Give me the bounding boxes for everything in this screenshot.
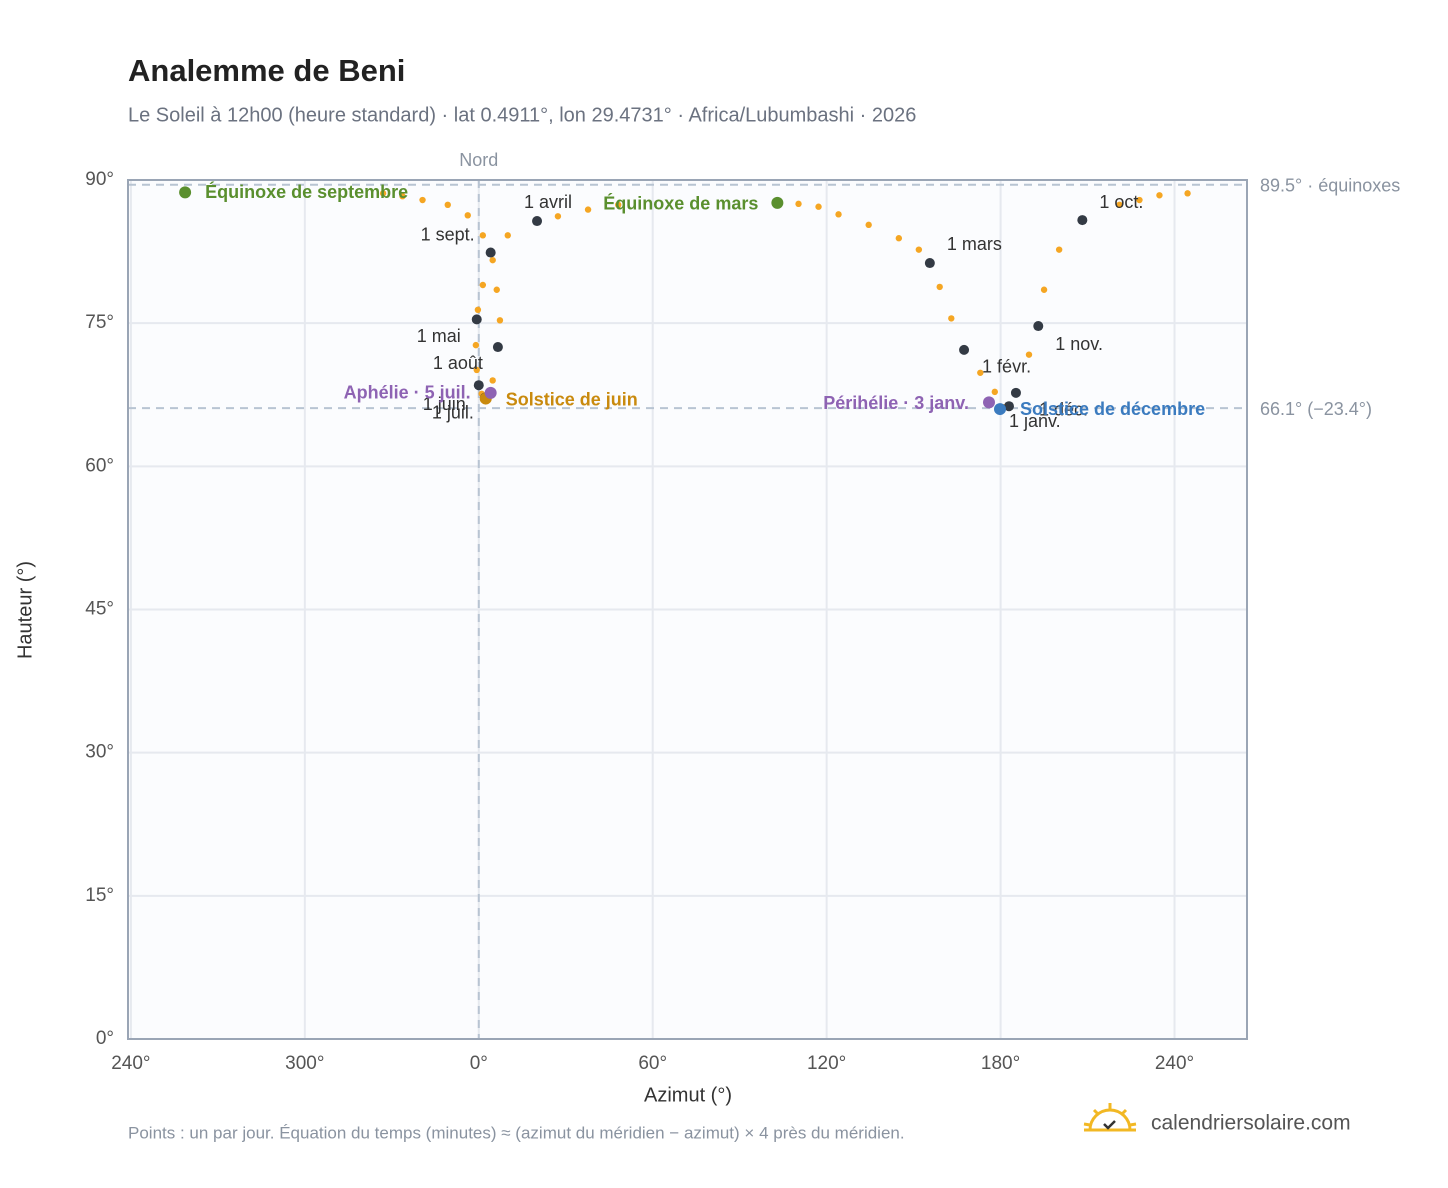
month-label: 1 avril xyxy=(524,192,572,212)
month-point xyxy=(924,258,935,269)
month-point xyxy=(1077,215,1088,226)
daily-point xyxy=(865,221,872,229)
month-point xyxy=(532,216,543,227)
event-label: Aphélie · 5 juil. xyxy=(344,383,471,403)
event-label: Périhélie · 3 janv. xyxy=(823,393,969,413)
x-tick-label: 180° xyxy=(981,1053,1020,1074)
chart-title: Analemme de Beni xyxy=(128,53,405,88)
daily-point xyxy=(1040,286,1048,293)
daily-point xyxy=(1184,190,1191,197)
brand: calendriersolaire.com xyxy=(1151,1112,1351,1135)
month-point xyxy=(492,342,503,353)
month-label: 1 nov. xyxy=(1055,334,1103,354)
event-point xyxy=(484,386,497,399)
y-tick-label: 60° xyxy=(85,455,114,476)
daily-point xyxy=(489,256,496,264)
event-point xyxy=(982,396,995,409)
daily-point xyxy=(615,201,622,209)
daily-point xyxy=(1055,246,1063,253)
month-label: 1 janv. xyxy=(1009,411,1061,431)
daily-point xyxy=(1116,201,1123,209)
daily-point xyxy=(496,317,504,324)
daily-point xyxy=(1136,196,1143,204)
month-point xyxy=(473,380,484,391)
daily-point xyxy=(915,246,923,253)
daily-point xyxy=(479,281,487,289)
event-point xyxy=(179,186,192,199)
chart-subtitle: Le Soleil à 12h00 (heure standard) · lat… xyxy=(128,104,916,126)
daily-point xyxy=(895,235,903,242)
x-tick-label: 240° xyxy=(111,1053,150,1074)
brand-logo xyxy=(1083,1103,1137,1132)
daily-point xyxy=(554,213,562,220)
north-label: Nord xyxy=(459,150,498,170)
y-tick-label: 30° xyxy=(85,742,114,763)
month-point xyxy=(1010,387,1021,398)
plot-border xyxy=(127,179,1248,1040)
month-label: 1 mai xyxy=(417,326,461,346)
month-label: 1 déc. xyxy=(1039,400,1088,420)
daily-point xyxy=(479,232,487,239)
x-tick-label: 240° xyxy=(1155,1053,1194,1074)
month-label: 1 févr. xyxy=(982,357,1031,377)
x-axis-label: Azimut (°) xyxy=(644,1084,732,1106)
month-label: 1 sept. xyxy=(421,224,475,244)
month-label: 1 oct. xyxy=(1099,192,1143,212)
daily-point xyxy=(1025,351,1033,358)
event-label: Solstice de décembre xyxy=(1020,399,1205,419)
month-label: 1 août xyxy=(433,353,483,373)
daily-point xyxy=(1156,192,1163,199)
month-label: 1 juin xyxy=(423,394,466,414)
daily-point xyxy=(444,201,451,209)
daily-point xyxy=(419,196,426,204)
footnote: Points : un par jour. Équation du temps … xyxy=(128,1123,905,1142)
month-point xyxy=(1003,401,1014,412)
daily-point xyxy=(493,286,500,293)
reference-label: 66.1° (−23.4°) xyxy=(1260,399,1372,419)
y-tick-label: 45° xyxy=(85,599,114,620)
month-point xyxy=(471,314,482,325)
event-label: Équinoxe de mars xyxy=(603,193,758,214)
month-point xyxy=(1033,321,1044,332)
daily-point xyxy=(379,190,387,197)
x-tick-label: 60° xyxy=(638,1053,667,1074)
daily-point xyxy=(584,206,592,213)
x-tick-label: 0° xyxy=(470,1053,488,1074)
daily-point xyxy=(977,369,984,376)
event-label: Équinoxe de septembre xyxy=(205,181,408,202)
daily-point xyxy=(474,306,482,314)
daily-point xyxy=(991,388,998,396)
daily-point xyxy=(504,232,511,239)
daily-point xyxy=(795,200,802,208)
daily-point xyxy=(936,283,943,291)
event-point xyxy=(994,403,1007,416)
reference-label: 89.5° · équinoxes xyxy=(1260,176,1400,196)
y-axis-label: Hauteur (°) xyxy=(14,561,36,659)
daily-point xyxy=(815,203,822,210)
daily-point xyxy=(473,366,480,374)
month-point xyxy=(959,344,970,355)
y-tick-label: 90° xyxy=(85,169,114,190)
daily-point xyxy=(464,212,471,219)
y-tick-label: 0° xyxy=(96,1028,114,1049)
month-label: 1 juil. xyxy=(432,402,474,422)
event-point xyxy=(771,196,784,209)
daily-point xyxy=(472,341,480,349)
y-tick-label: 75° xyxy=(85,312,114,333)
daily-point xyxy=(835,211,842,218)
month-point xyxy=(485,247,496,258)
daily-point xyxy=(489,377,496,384)
daily-point xyxy=(948,315,955,322)
event-label: Solstice de juin xyxy=(506,389,638,409)
x-tick-label: 120° xyxy=(807,1053,846,1074)
y-tick-label: 15° xyxy=(85,885,114,906)
month-label: 1 mars xyxy=(947,234,1002,254)
daily-point xyxy=(399,193,406,200)
x-tick-label: 300° xyxy=(285,1053,324,1074)
